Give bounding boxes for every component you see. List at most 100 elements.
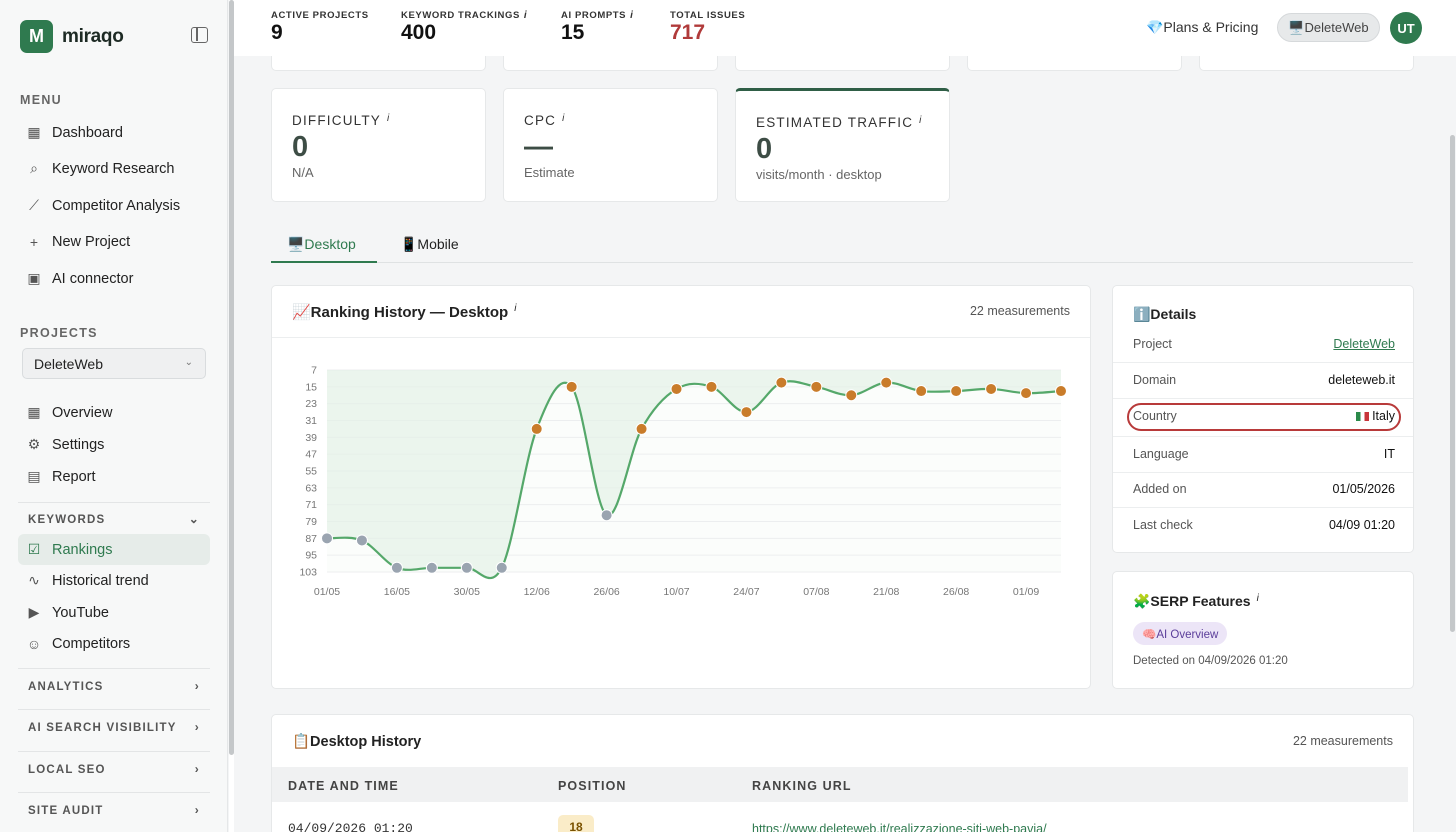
x-tick-label: 24/07: [733, 586, 759, 598]
sidebar-item-ai-connector[interactable]: ▣ AI connector: [27, 270, 134, 287]
menu-label: MENU: [20, 93, 63, 107]
data-point: [460, 561, 473, 574]
detail-domain: Domain deleteweb.it: [1133, 373, 1395, 387]
chart-measurements: 22 measurements: [969, 304, 1070, 318]
group-ai-search-visibility[interactable]: AI SEARCH VISIBILITY ›: [28, 720, 200, 734]
info-icon[interactable]: i: [562, 113, 566, 124]
group-local-seo[interactable]: LOCAL SEO ›: [28, 762, 200, 776]
data-point: [635, 422, 648, 435]
data-point: [390, 561, 403, 574]
project-select[interactable]: DeleteWeb ⌄: [22, 348, 206, 379]
divider: [18, 668, 210, 669]
y-tick-label: 23: [305, 398, 317, 410]
ranking-chart[interactable]: 7 15 23 31 39 47 55 63 71 79 87 95 103 01/05 16/05 30/0…: [272, 338, 1090, 638]
stat-ai-prompts: AI PROMPTS i 15: [561, 10, 634, 44]
divider: [1113, 436, 1413, 437]
metric-cpc: CPC i — Estimate: [503, 88, 718, 202]
data-point: [1020, 387, 1033, 400]
sidebar-item-rankings[interactable]: ☑ Rankings: [18, 534, 210, 565]
info-icon[interactable]: i: [1256, 593, 1259, 604]
data-point: [880, 376, 893, 389]
data-point: [670, 382, 683, 395]
project-link[interactable]: DeleteWeb: [1333, 337, 1395, 351]
info-icon[interactable]: i: [919, 115, 923, 126]
column-header-date[interactable]: DATE AND TIME: [288, 779, 399, 793]
chevron-right-icon: ›: [194, 762, 200, 776]
x-tick-label: 12/06: [524, 586, 550, 598]
chevron-down-icon: ⌄: [184, 357, 193, 368]
video-icon: ▶: [28, 604, 40, 620]
divider: [1113, 362, 1413, 363]
row-date: 04/09/2026 01:20: [288, 821, 413, 832]
tabs-underline: [271, 262, 1413, 263]
sidebar-item-dashboard[interactable]: ▦ Dashboard: [27, 124, 123, 141]
tab-desktop[interactable]: 🖥️Desktop: [271, 236, 377, 263]
sidebar-toggle-icon[interactable]: [191, 27, 208, 43]
avatar[interactable]: UT: [1390, 12, 1422, 44]
info-icon[interactable]: i: [523, 10, 528, 21]
detail-language: Language IT: [1133, 447, 1395, 461]
y-tick-label: 87: [305, 533, 317, 545]
history-title: 📋Desktop History: [292, 734, 422, 750]
group-analytics[interactable]: ANALYTICS ›: [28, 679, 200, 693]
tab-mobile[interactable]: 📱Mobile: [400, 236, 459, 252]
group-keywords[interactable]: KEYWORDS ⌄: [28, 512, 200, 526]
sidebar-item-competitors[interactable]: ☺ Competitors: [26, 635, 131, 652]
info-icon[interactable]: i: [630, 10, 634, 21]
sidebar-item-historical-trend[interactable]: ∿ Historical trend: [18, 565, 210, 596]
y-tick-label: 95: [305, 550, 317, 562]
y-tick-label: 15: [305, 381, 317, 393]
sidebar-item-report[interactable]: ▤ Report: [27, 468, 96, 485]
position-badge: 18: [558, 815, 594, 832]
area-fill: [327, 370, 1061, 579]
serp-title: 🧩SERP Features: [1133, 593, 1251, 609]
data-point: [775, 376, 788, 389]
ranking-url-link[interactable]: https://www.deleteweb.it/realizzazione-s…: [752, 822, 1047, 832]
projects-label: PROJECTS: [20, 326, 98, 340]
info-icon[interactable]: i: [514, 303, 517, 314]
group-site-audit[interactable]: SITE AUDIT ›: [28, 803, 200, 817]
data-point: [705, 380, 718, 393]
chevron-right-icon: ›: [194, 720, 200, 734]
divider: [18, 502, 210, 503]
user-icon: ☺: [26, 635, 42, 652]
data-point: [600, 509, 613, 522]
main-scrollbar[interactable]: [1450, 135, 1455, 632]
sidebar-scrollbar[interactable]: [229, 0, 234, 832]
sidebar-item-overview[interactable]: ▦ Overview: [27, 404, 113, 421]
info-icon[interactable]: i: [387, 113, 391, 124]
x-tick-label: 07/08: [803, 586, 829, 598]
data-point: [740, 406, 753, 419]
grid-icon: ▦: [27, 124, 41, 140]
divider: [272, 337, 1090, 338]
sidebar-item-settings[interactable]: ⚙ Settings: [27, 436, 105, 453]
column-header-position[interactable]: POSITION: [558, 779, 627, 793]
logo[interactable]: M miraqo: [20, 20, 124, 53]
italy-flag-icon: [1356, 412, 1370, 421]
y-tick-label: 55: [305, 466, 317, 478]
project-pill-button[interactable]: 🖥️DeleteWeb: [1277, 13, 1380, 42]
data-point: [565, 380, 578, 393]
search-icon: ⌕: [30, 160, 38, 176]
x-tick-label: 01/05: [314, 586, 340, 598]
check-square-icon: ☑: [27, 541, 41, 557]
chevron-right-icon: ›: [194, 803, 200, 817]
x-tick-label: 26/06: [593, 586, 619, 598]
table-header: DATE AND TIME POSITION RANKING URL: [272, 767, 1408, 802]
detail-added-on: Added on 01/05/2026: [1133, 482, 1395, 496]
x-tick-label: 26/08: [943, 586, 969, 598]
data-point: [1055, 385, 1067, 398]
y-tick-label: 63: [305, 482, 317, 494]
y-tick-label: 79: [305, 516, 317, 528]
plans-pricing-link[interactable]: 💎Plans & Pricing: [1146, 19, 1259, 35]
x-tick-label: 21/08: [873, 586, 899, 598]
data-point: [915, 385, 928, 398]
sidebar-item-competitor-analysis[interactable]: ⟋ Competitor Analysis: [18, 190, 210, 221]
data-point: [845, 389, 858, 402]
scrollbar-thumb[interactable]: [229, 0, 234, 755]
column-header-url[interactable]: RANKING URL: [752, 779, 852, 793]
sidebar-item-new-project[interactable]: + New Project: [18, 226, 210, 257]
robot-icon: ▣: [27, 270, 41, 286]
sidebar-item-youtube[interactable]: ▶ YouTube: [18, 597, 210, 628]
sidebar-item-keyword-research[interactable]: ⌕ Keyword Research: [18, 153, 210, 184]
